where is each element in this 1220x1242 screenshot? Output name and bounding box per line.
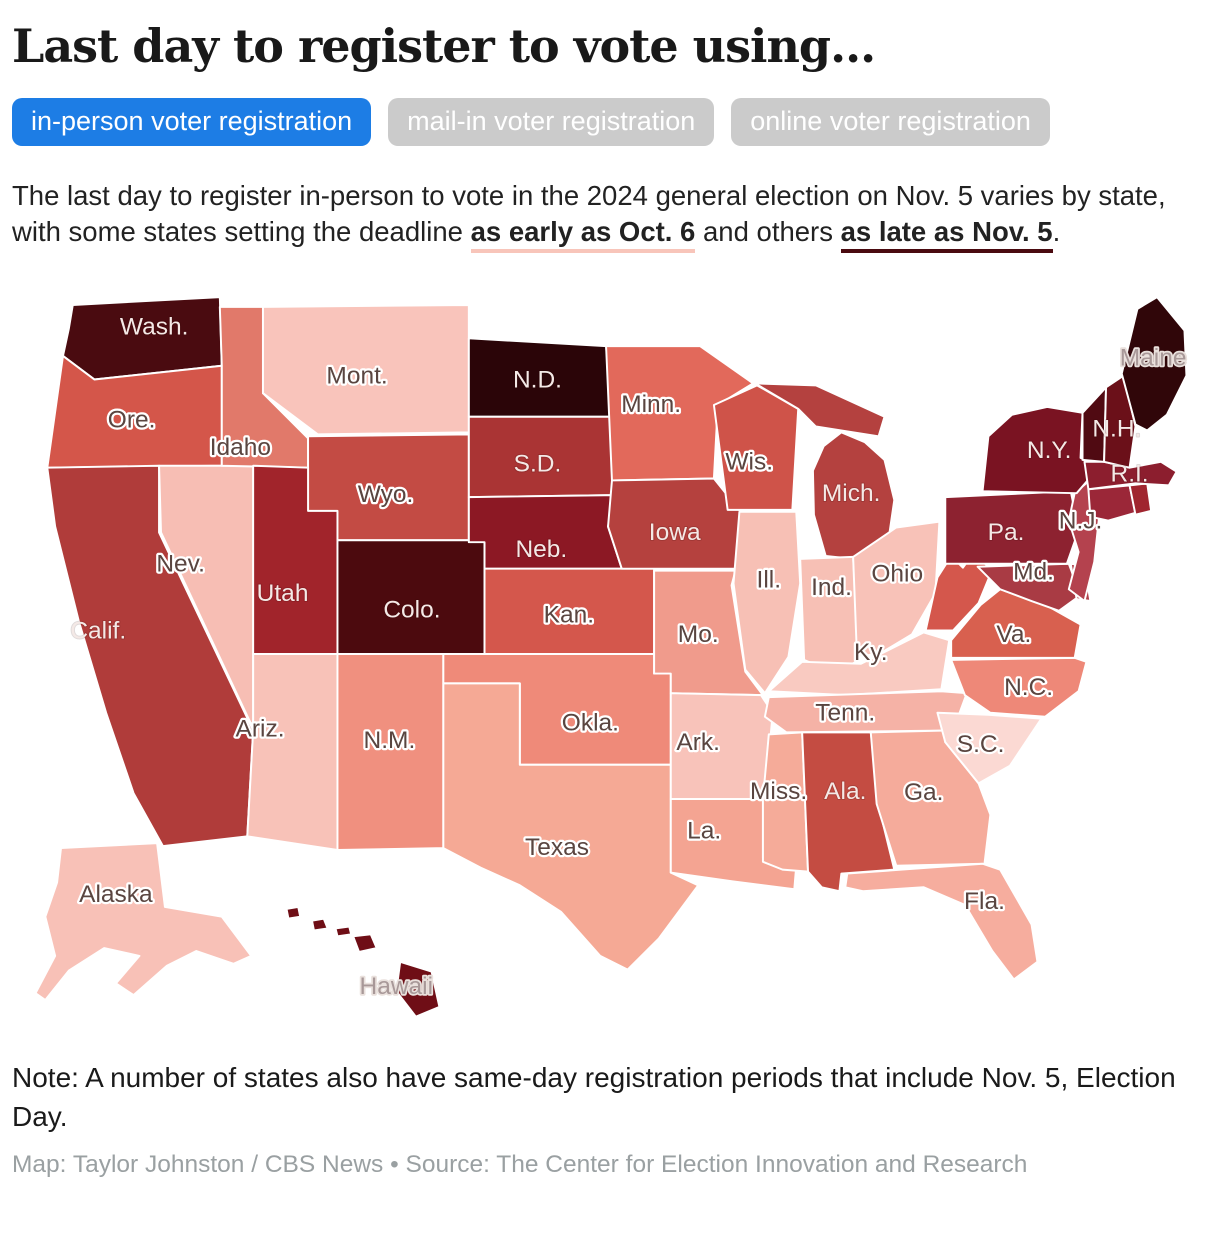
state-label-ID: Idaho [210,434,271,461]
state-label-SD: S.D. [514,451,562,478]
state-label-WI: Wis. [725,449,773,476]
intro-part3: . [1052,215,1061,247]
intro-part2: and others [695,215,841,247]
state-label-WA: Wash. [120,313,189,340]
state-label-AZ: Ariz. [236,715,285,742]
state-CT[interactable] [1087,484,1137,522]
state-FL[interactable] [844,862,1039,981]
state-shape-MT[interactable] [261,303,470,436]
state-shape-ME[interactable] [1120,296,1188,432]
state-label-IA: Iowa [649,519,701,546]
state-shape-TX[interactable] [442,682,700,971]
state-label-CA: Calif. [70,617,126,644]
intro-text: The last day to register in-person to vo… [12,178,1208,253]
state-label-NC: N.C. [1004,674,1053,701]
state-shape-HI[interactable] [285,905,302,920]
state-label-MD: Md. [1013,558,1054,585]
state-label-MS: Miss. [750,778,807,805]
state-IL[interactable] [732,510,802,695]
state-label-LA: La. [687,817,721,844]
state-label-OR: Ore. [108,406,156,433]
state-shape-AZ[interactable] [246,652,339,851]
tab-online-registration[interactable]: online voter registration [731,97,1050,146]
state-shape-IL[interactable] [732,510,802,695]
state-WI[interactable] [712,384,800,511]
state-shape-CA[interactable] [46,464,255,847]
state-shape-CT[interactable] [1087,484,1137,522]
state-shape-MI[interactable] [754,382,886,438]
state-ME[interactable] [1120,296,1188,432]
state-label-NE: Neb. [515,536,567,563]
tab-bar: in-person voter registration mail-in vot… [12,97,1208,146]
state-TX[interactable] [442,682,700,971]
state-CA[interactable] [46,464,255,847]
state-label-ND: N.D. [513,366,562,393]
state-shape-HI[interactable] [395,960,441,1018]
state-shape-FL[interactable] [844,862,1039,981]
state-label-GA: Ga. [904,779,944,806]
state-label-SC: S.C. [957,731,1005,758]
state-MT[interactable] [261,303,470,436]
state-label-MO: Mo. [678,621,719,648]
state-shape-HI[interactable] [311,917,329,932]
state-label-NH: N.H. [1092,415,1141,442]
credit-line: Map: Taylor Johnston / CBS News • Source… [12,1150,1028,1178]
state-label-IN: Ind. [811,574,852,601]
state-label-AK: Alaska [79,881,153,908]
state-label-VA: Va. [996,621,1031,648]
state-shape-HI[interactable] [352,933,378,953]
state-label-TN: Tenn. [815,700,875,727]
state-label-MN: Minn. [621,391,681,418]
state-shape-MD[interactable] [976,562,1082,612]
state-label-OK: Okla. [562,709,619,736]
state-shape-HI[interactable] [334,925,353,938]
state-SC[interactable] [936,711,1043,785]
state-label-MT: Mont. [326,362,387,389]
state-label-NJ: N.J. [1059,507,1103,534]
state-label-KS: Kan. [544,601,594,628]
state-shape-SC[interactable] [936,711,1043,785]
note-text: Note: A number of states also have same-… [12,1061,1176,1132]
state-label-KY: Ky. [854,639,888,666]
map: Wash. Ore. Calif. Nev. Idaho Mont. Wyo. Utah Col… [12,262,1208,1042]
state-NC[interactable] [950,656,1088,718]
us-map: Wash. Ore. Calif. Nev. Idaho Mont. Wyo. Utah Col… [34,296,1188,1018]
state-label-WY: Wyo. [358,481,414,508]
state-shape-AK[interactable] [34,842,253,1001]
state-AZ[interactable] [246,652,339,851]
state-label-AR: Ark. [676,729,720,756]
state-label-OH: Ohio [871,560,923,587]
state-label-AL: Ala. [824,778,866,805]
state-label-RI: R.I. [1111,460,1149,487]
state-label-NM: N.M. [364,727,416,754]
state-VA[interactable] [950,588,1082,659]
state-label-IL: Ill. [757,566,782,593]
state-label-NY: N.Y. [1027,437,1072,464]
tab-in-person-registration[interactable]: in-person voter registration [12,97,372,146]
state-label-PA: Pa. [988,519,1025,546]
tab-mail-in-registration[interactable]: mail-in voter registration [388,97,715,146]
state-HI[interactable] [285,905,441,1018]
state-label-HI: Hawaii [360,973,434,1000]
state-label-NV: Nev. [156,551,205,578]
state-shape-VA[interactable] [950,588,1082,659]
state-shape-OH[interactable] [852,520,941,659]
state-AK[interactable] [34,842,253,1001]
page: Last day to register to vote using... in… [12,19,1208,1178]
page-title: Last day to register to vote using... [12,19,876,73]
state-label-FL: Fla. [964,888,1005,915]
state-MD[interactable] [976,562,1082,612]
intro-late-deadline: as late as Nov. 5 [840,215,1053,253]
state-label-CO: Colo. [383,597,440,624]
state-MI[interactable] [754,382,896,561]
state-label-UT: Utah [257,580,309,607]
intro-early-deadline: as early as Oct. 6 [470,215,696,253]
state-shape-NC[interactable] [950,656,1088,718]
state-label-TX: Texas [525,834,589,861]
state-label-ME: Maine [1120,345,1187,372]
state-label-MI: Mich. [822,480,881,507]
intro-part1: The last day to register in-person to vo… [12,179,1166,247]
state-shape-WI[interactable] [712,384,800,511]
state-OH[interactable] [852,520,941,659]
